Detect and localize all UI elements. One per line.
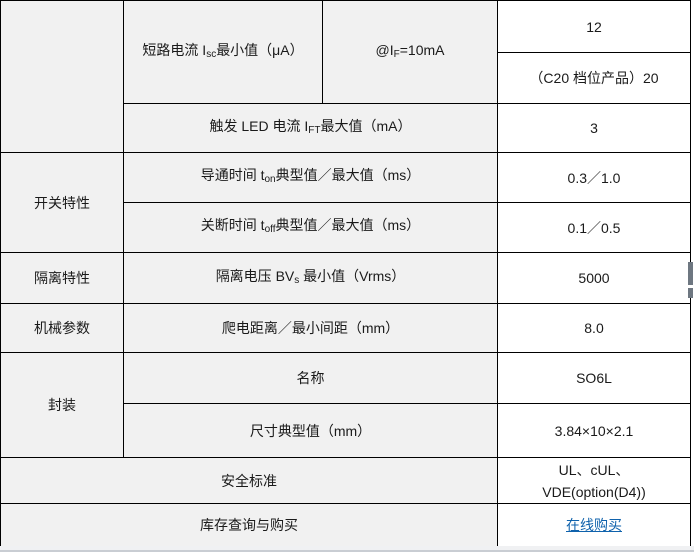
cell-value-safety: UL、cUL、 VDE(option(D4)) bbox=[497, 457, 691, 504]
cell-value-creepage: 8.0 bbox=[497, 303, 691, 353]
cell-value-isc-c20: （C20 档位产品）20 bbox=[497, 52, 691, 104]
cell-section-safety: 安全标准 bbox=[0, 457, 498, 504]
cell-section-switching: 开关特性 bbox=[0, 152, 124, 253]
scrollbar-thumb-notch bbox=[688, 285, 693, 288]
cell-param-pkg-name: 名称 bbox=[123, 352, 498, 404]
cell-value-toff: 0.1／0.5 bbox=[497, 202, 691, 253]
safety-standards-text: UL、cUL、 VDE(option(D4)) bbox=[502, 459, 686, 503]
cell-condition-if: @IF=10mA bbox=[322, 0, 498, 104]
cell-param-pkg-dim: 尺寸典型值（mm） bbox=[123, 403, 498, 458]
cell-section-blank bbox=[0, 0, 124, 153]
cell-section-package: 封装 bbox=[0, 352, 124, 458]
cell-param-creepage: 爬电距离／最小间距（mm） bbox=[123, 303, 498, 353]
cell-param-ift: 触发 LED 电流 IFT最大值（mA） bbox=[123, 103, 498, 153]
scrollbar-thumb[interactable] bbox=[688, 262, 693, 298]
cell-section-stock: 库存查询与购买 bbox=[0, 503, 498, 547]
cell-value-buy: 在线购买 bbox=[497, 503, 691, 547]
cell-section-isolation: 隔离特性 bbox=[0, 252, 124, 304]
cell-value-pkg-name: SO6L bbox=[497, 352, 691, 404]
cell-param-toff: 关断时间 toff典型值／最大值（ms） bbox=[123, 202, 498, 253]
cell-value-isc-min: 12 bbox=[497, 0, 691, 53]
cell-value-bvs: 5000 bbox=[497, 252, 691, 304]
safety-line-2: VDE(option(D4)) bbox=[542, 483, 646, 500]
safety-line-1: UL、cUL、 bbox=[558, 461, 630, 478]
cell-param-bvs: 隔离电压 BVs 最小值（Vrms） bbox=[123, 252, 498, 304]
cell-value-ton: 0.3／1.0 bbox=[497, 152, 691, 203]
cell-param-ton: 导通时间 ton典型值／最大值（ms） bbox=[123, 152, 498, 203]
cell-param-isc: 短路电流 Isc最小值（μA） bbox=[123, 0, 323, 104]
page-bottom-strip bbox=[0, 546, 694, 552]
buy-online-link[interactable]: 在线购买 bbox=[566, 517, 622, 533]
cell-value-ift: 3 bbox=[497, 103, 691, 153]
cell-value-pkg-dim: 3.84×10×2.1 bbox=[497, 403, 691, 458]
cell-section-mechanical: 机械参数 bbox=[0, 303, 124, 353]
